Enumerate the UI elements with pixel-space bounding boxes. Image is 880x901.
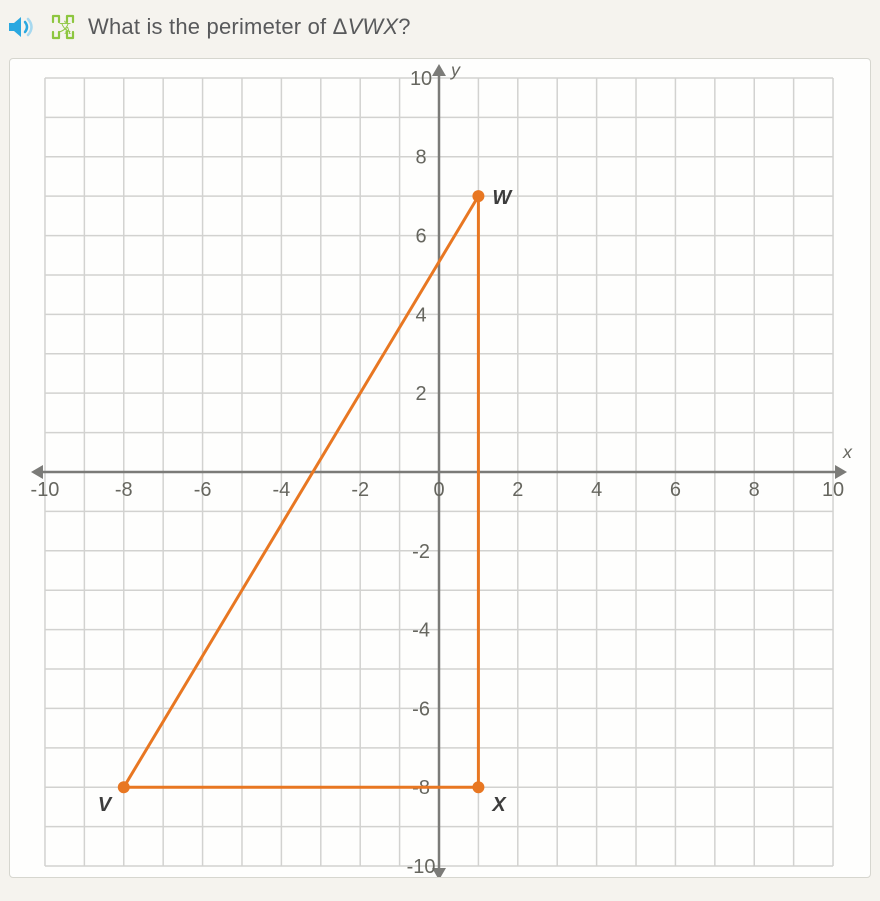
x-axis-label: x	[842, 442, 853, 462]
y-tick-label: 10	[410, 68, 432, 90]
triangle-symbol: Δ	[333, 14, 348, 39]
y-tick-label: 6	[415, 226, 426, 248]
x-tick-label: 10	[822, 479, 844, 501]
y-tick-label: -4	[412, 620, 430, 642]
y-tick-label: 8	[415, 147, 426, 169]
x-tick-label: -8	[115, 479, 133, 501]
vertex-w	[472, 190, 484, 202]
x-tick-label: -2	[351, 479, 369, 501]
x-tick-label: 0	[433, 479, 444, 501]
y-tick-label: 2	[415, 383, 426, 405]
graph-svg: -10-8-6-4-20246810246810-2-4-6-8-10xyVWX	[10, 59, 870, 877]
x-tick-label: 8	[749, 479, 760, 501]
x-tick-label: 6	[670, 479, 681, 501]
coordinate-graph: -10-8-6-4-20246810246810-2-4-6-8-10xyVWX	[9, 58, 871, 878]
x-tick-label: -6	[194, 479, 212, 501]
vertex-label-w: W	[492, 187, 513, 209]
y-tick-label: 4	[415, 304, 426, 326]
triangle-name: VWX	[348, 14, 399, 39]
x-tick-label: -4	[273, 479, 291, 501]
x-tick-label: 2	[512, 479, 523, 501]
y-axis-label: y	[449, 60, 461, 80]
question-header: 文 A What is the perimeter of ΔVWX?	[0, 0, 880, 52]
vertex-label-x: X	[491, 794, 507, 816]
y-tick-label: -6	[412, 698, 430, 720]
x-tick-label: -10	[31, 479, 60, 501]
y-tick-label: -10	[407, 856, 436, 877]
vertex-x	[472, 781, 484, 793]
speaker-icon[interactable]	[4, 10, 38, 44]
y-tick-label: -2	[412, 541, 430, 563]
vertex-label-v: V	[98, 794, 113, 816]
vertex-v	[118, 781, 130, 793]
question-prefix: What is the perimeter of	[88, 14, 333, 39]
question-suffix: ?	[398, 14, 410, 39]
x-tick-label: 4	[591, 479, 602, 501]
translate-icon[interactable]: 文 A	[46, 10, 80, 44]
svg-text:A: A	[64, 26, 72, 37]
question-text: What is the perimeter of ΔVWX?	[88, 14, 411, 40]
